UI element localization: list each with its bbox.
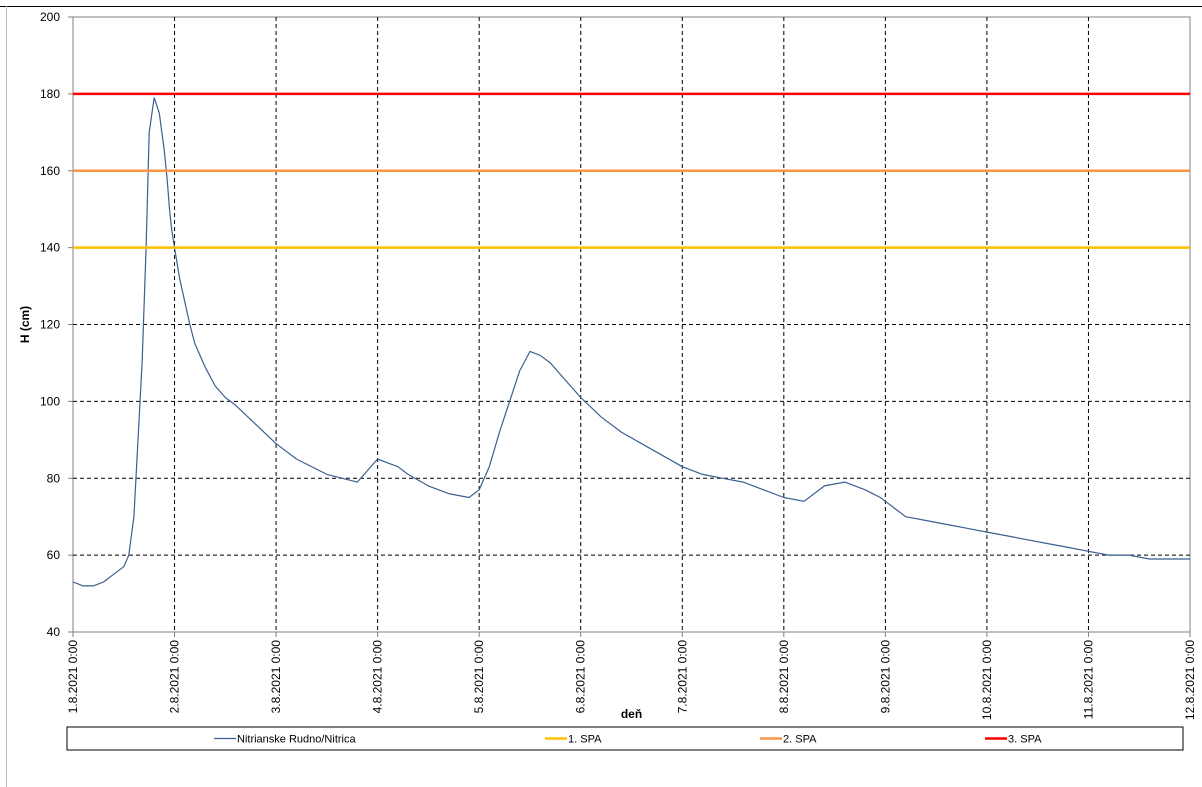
x-tick-label: 6.8.2021 0:00 xyxy=(574,640,588,714)
legend-label: 3. SPA xyxy=(1008,734,1042,746)
x-tick-label: 12.8.2021 0:00 xyxy=(1183,640,1197,720)
x-axis-title: deň xyxy=(621,707,642,721)
x-tick-label: 1.8.2021 0:00 xyxy=(66,640,80,714)
x-tick-label: 8.8.2021 0:00 xyxy=(777,640,791,714)
y-tick-label: 40 xyxy=(47,625,61,639)
y-tick-label: 120 xyxy=(40,318,60,332)
left-border-line xyxy=(6,6,7,787)
top-border-line xyxy=(0,6,1202,7)
y-axis-title: H (cm) xyxy=(18,306,32,343)
x-tick-label: 7.8.2021 0:00 xyxy=(675,640,689,714)
y-tick-label: 60 xyxy=(47,548,61,562)
y-tick-label: 180 xyxy=(40,87,60,101)
y-tick-label: 200 xyxy=(40,10,60,24)
legend-box xyxy=(66,726,1184,751)
x-tick-label: 2.8.2021 0:00 xyxy=(168,640,182,714)
legend-label: 2. SPA xyxy=(783,734,817,746)
x-tick-label: 3.8.2021 0:00 xyxy=(269,640,283,714)
legend-label: Nitrianske Rudno/Nitrica xyxy=(237,734,356,746)
y-tick-label: 80 xyxy=(47,471,61,485)
x-tick-label: 5.8.2021 0:00 xyxy=(472,640,486,714)
y-tick-label: 140 xyxy=(40,241,60,255)
y-tick-label: 100 xyxy=(40,394,60,408)
x-tick-label: 10.8.2021 0:00 xyxy=(980,640,994,720)
x-tick-label: 9.8.2021 0:00 xyxy=(878,640,892,714)
x-tick-label: 4.8.2021 0:00 xyxy=(371,640,385,714)
x-tick-label: 11.8.2021 0:00 xyxy=(1081,640,1095,720)
legend-label: 1. SPA xyxy=(568,734,602,746)
water-level-line xyxy=(72,97,1190,587)
y-tick-label: 160 xyxy=(40,164,60,178)
plot-area xyxy=(72,16,1191,633)
